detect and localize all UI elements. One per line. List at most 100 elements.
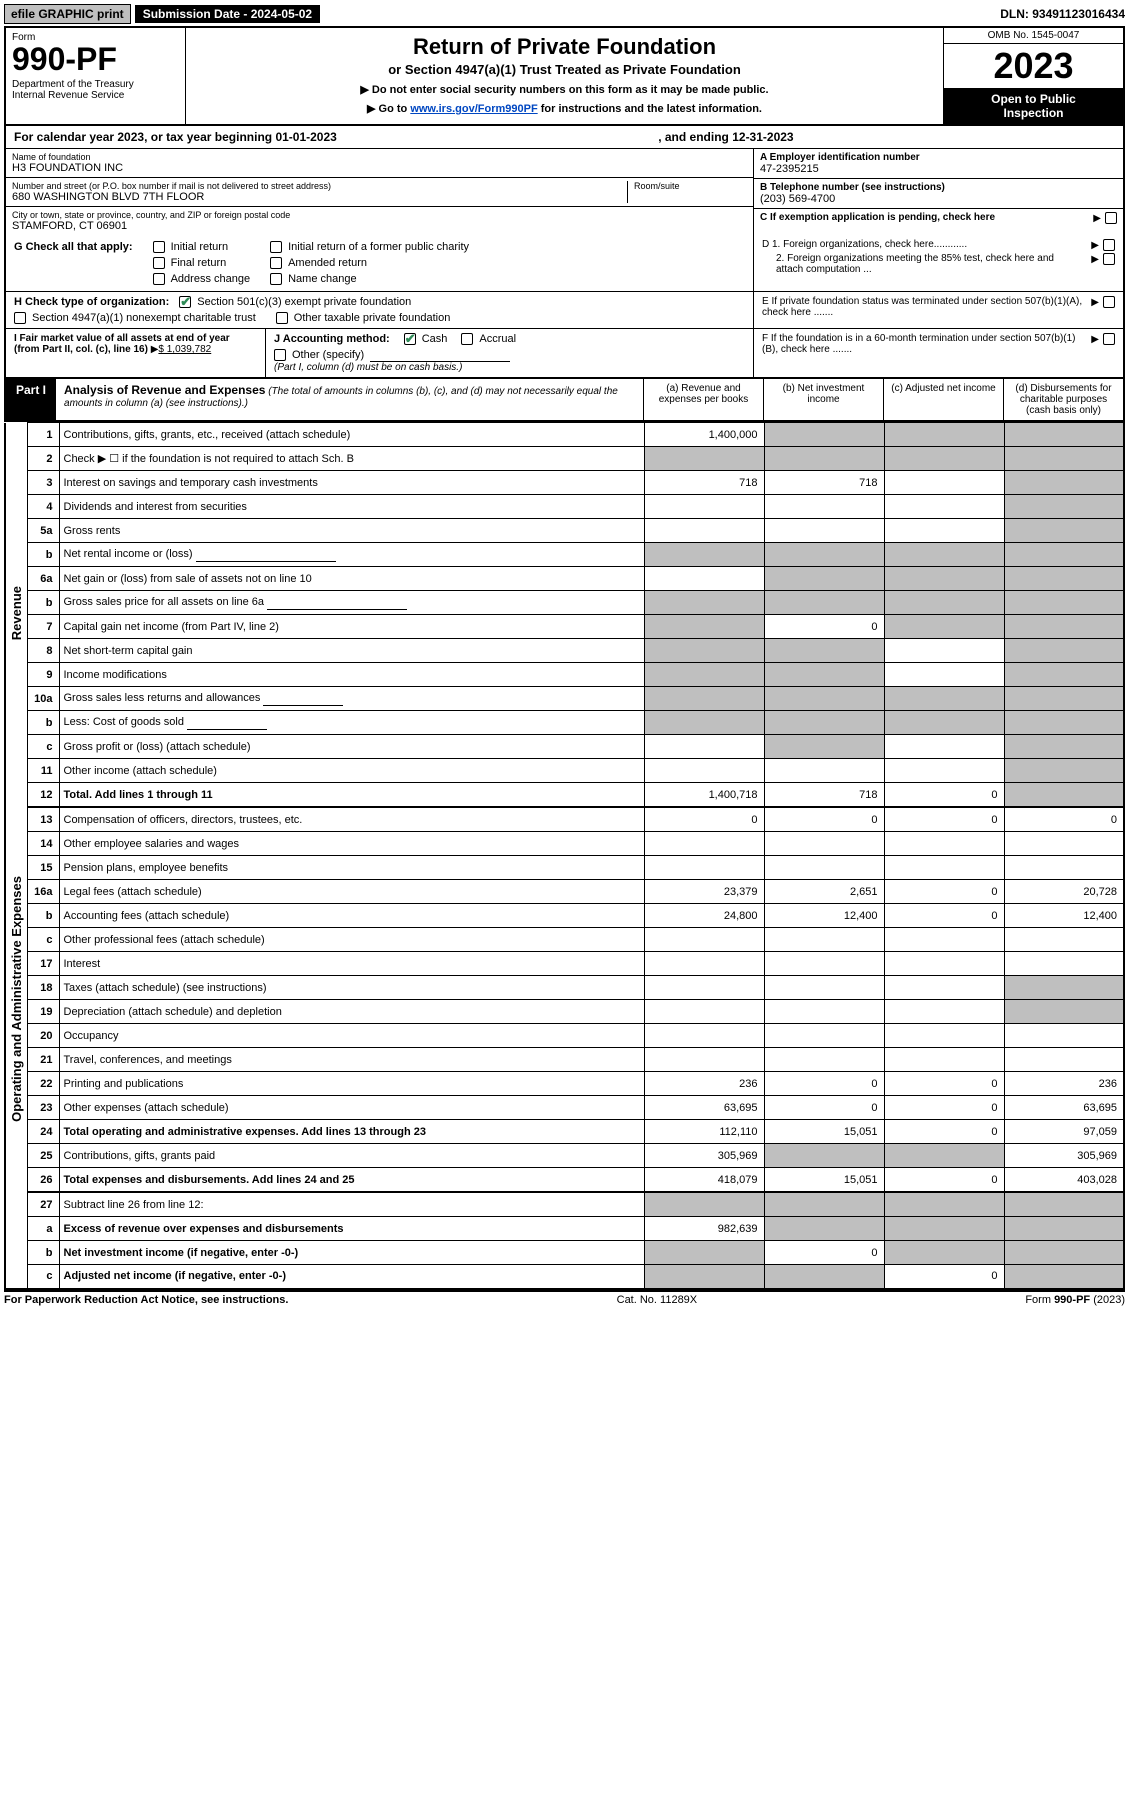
h-501c3-label: Section 501(c)(3) exempt private foundat… xyxy=(197,296,411,308)
ij-f-block: I Fair market value of all assets at end… xyxy=(4,329,1125,379)
addr-cell: Number and street (or P.O. box number if… xyxy=(6,178,753,207)
table-row: 25Contributions, gifts, grants paid305,9… xyxy=(5,1144,1124,1168)
line5b-desc: Net rental income or (loss) xyxy=(64,548,193,560)
g-label: G Check all that apply: xyxy=(14,241,133,253)
e-label: E If private foundation status was termi… xyxy=(762,296,1083,318)
c-pending-checkbox[interactable] xyxy=(1105,212,1117,224)
amended-return-checkbox[interactable] xyxy=(270,257,282,269)
footer: For Paperwork Reduction Act Notice, see … xyxy=(4,1290,1125,1306)
table-row: 27Subtract line 26 from line 12: xyxy=(5,1193,1124,1217)
f-label: F If the foundation is in a 60-month ter… xyxy=(762,333,1083,355)
line10b-desc: Less: Cost of goods sold xyxy=(64,716,184,728)
table-row: bGross sales price for all assets on lin… xyxy=(5,591,1124,615)
line10a-desc: Gross sales less returns and allowances xyxy=(64,692,261,704)
i-cell: I Fair market value of all assets at end… xyxy=(6,329,266,377)
column-headers: (a) Revenue and expenses per books (b) N… xyxy=(643,379,1123,420)
city-label: City or town, state or province, country… xyxy=(12,210,747,220)
form990pf-link[interactable]: www.irs.gov/Form990PF xyxy=(410,103,537,115)
table-row: 8Net short-term capital gain xyxy=(5,639,1124,663)
name-cell: Name of foundation H3 FOUNDATION INC xyxy=(6,149,753,178)
phone-label: B Telephone number (see instructions) xyxy=(760,182,1117,193)
h-e-block: H Check type of organization: Section 50… xyxy=(4,292,1125,329)
j-cash-label: Cash xyxy=(422,333,448,345)
h-501c3-checkbox[interactable] xyxy=(179,296,191,308)
city-cell: City or town, state or province, country… xyxy=(6,207,753,235)
arrow-icon: ▶ xyxy=(1093,213,1101,224)
e-row: E If private foundation status was termi… xyxy=(762,296,1115,318)
header-mid: Return of Private Foundation or Section … xyxy=(186,28,943,124)
submission-date: Submission Date - 2024-05-02 xyxy=(135,5,320,23)
line10a-input[interactable] xyxy=(263,691,343,706)
d1-label: D 1. Foreign organizations, check here..… xyxy=(762,239,967,250)
name-label: Name of foundation xyxy=(12,152,747,162)
table-row: 2Check ▶ ☐ if the foundation is not requ… xyxy=(5,447,1124,471)
form-subtitle: or Section 4947(a)(1) Trust Treated as P… xyxy=(196,62,933,77)
arrow-icon: ▶ xyxy=(1091,240,1099,251)
form-number: 990-PF xyxy=(12,43,179,75)
i-value: $ 1,039,782 xyxy=(158,344,211,355)
d2-checkbox[interactable] xyxy=(1103,253,1115,265)
name-change-checkbox[interactable] xyxy=(270,273,282,285)
line10b-input[interactable] xyxy=(187,715,267,730)
h-other-taxable-checkbox[interactable] xyxy=(276,312,288,324)
form-header: Form 990-PF Department of the Treasury I… xyxy=(4,26,1125,126)
form-title: Return of Private Foundation xyxy=(196,34,933,60)
final-return-checkbox[interactable] xyxy=(153,257,165,269)
address-change-label: Address change xyxy=(171,273,251,285)
dln: DLN: 93491123016434 xyxy=(1000,7,1125,21)
table-row: 20Occupancy xyxy=(5,1024,1124,1048)
j-other-input[interactable] xyxy=(370,347,510,362)
omb-number: OMB No. 1545-0047 xyxy=(944,28,1123,44)
cat-no: Cat. No. 11289X xyxy=(617,1294,698,1306)
part1-header: Part I Analysis of Revenue and Expenses … xyxy=(4,379,1125,422)
table-row: 22Printing and publications23600236 xyxy=(5,1072,1124,1096)
open-public-badge: Open to Public Inspection xyxy=(944,88,1123,124)
j-label: J Accounting method: xyxy=(274,333,390,345)
table-row: 9Income modifications xyxy=(5,663,1124,687)
table-row: 23Other expenses (attach schedule)63,695… xyxy=(5,1096,1124,1120)
table-row: 14Other employee salaries and wages xyxy=(5,832,1124,856)
part1-desc: Analysis of Revenue and Expenses (The to… xyxy=(56,379,643,420)
table-row: 11Other income (attach schedule) xyxy=(5,759,1124,783)
top-bar: efile GRAPHIC print Submission Date - 20… xyxy=(4,4,1125,24)
line5b-input[interactable] xyxy=(196,547,336,562)
line6b-input[interactable] xyxy=(267,595,407,610)
e-checkbox[interactable] xyxy=(1103,296,1115,308)
table-row: 15Pension plans, employee benefits xyxy=(5,856,1124,880)
j-other-checkbox[interactable] xyxy=(274,349,286,361)
h-label: H Check type of organization: xyxy=(14,296,169,308)
d1-checkbox[interactable] xyxy=(1103,239,1115,251)
h-4947-checkbox[interactable] xyxy=(14,312,26,324)
initial-return-label: Initial return xyxy=(171,241,228,253)
j-note: (Part I, column (d) must be on cash basi… xyxy=(274,362,745,373)
j-accrual-checkbox[interactable] xyxy=(461,333,473,345)
table-row: Revenue 1Contributions, gifts, grants, e… xyxy=(5,423,1124,447)
header-left: Form 990-PF Department of the Treasury I… xyxy=(6,28,186,124)
tax-year: 2023 xyxy=(944,44,1123,88)
table-row: cGross profit or (loss) (attach schedule… xyxy=(5,735,1124,759)
col-c-header: (c) Adjusted net income xyxy=(883,379,1003,420)
table-row: 5aGross rents xyxy=(5,519,1124,543)
table-row: 12Total. Add lines 1 through 111,400,718… xyxy=(5,783,1124,807)
table-row: 18Taxes (attach schedule) (see instructi… xyxy=(5,976,1124,1000)
efile-button[interactable]: efile GRAPHIC print xyxy=(4,4,131,24)
h-4947-label: Section 4947(a)(1) nonexempt charitable … xyxy=(32,312,256,324)
calendar-year-row: For calendar year 2023, or tax year begi… xyxy=(4,126,1125,149)
c-pending-label: C If exemption application is pending, c… xyxy=(760,212,995,223)
table-row: 3Interest on savings and temporary cash … xyxy=(5,471,1124,495)
f-checkbox[interactable] xyxy=(1103,333,1115,345)
j-cash-checkbox[interactable] xyxy=(404,333,416,345)
line6b-desc: Gross sales price for all assets on line… xyxy=(64,596,265,608)
table-row: 16aLegal fees (attach schedule)23,3792,6… xyxy=(5,880,1124,904)
table-row: bLess: Cost of goods sold xyxy=(5,711,1124,735)
initial-return-checkbox[interactable] xyxy=(153,241,165,253)
address-change-checkbox[interactable] xyxy=(153,273,165,285)
ssn-warning: ▶ Do not enter social security numbers o… xyxy=(196,83,933,96)
name-change-label: Name change xyxy=(288,273,357,285)
part1-title: Analysis of Revenue and Expenses xyxy=(64,383,265,397)
d1-row: D 1. Foreign organizations, check here..… xyxy=(762,239,1115,251)
initial-former-checkbox[interactable] xyxy=(270,241,282,253)
header-right: OMB No. 1545-0047 2023 Open to Public In… xyxy=(943,28,1123,124)
goto-post: for instructions and the latest informat… xyxy=(538,103,762,115)
col-d-header: (d) Disbursements for charitable purpose… xyxy=(1003,379,1123,420)
